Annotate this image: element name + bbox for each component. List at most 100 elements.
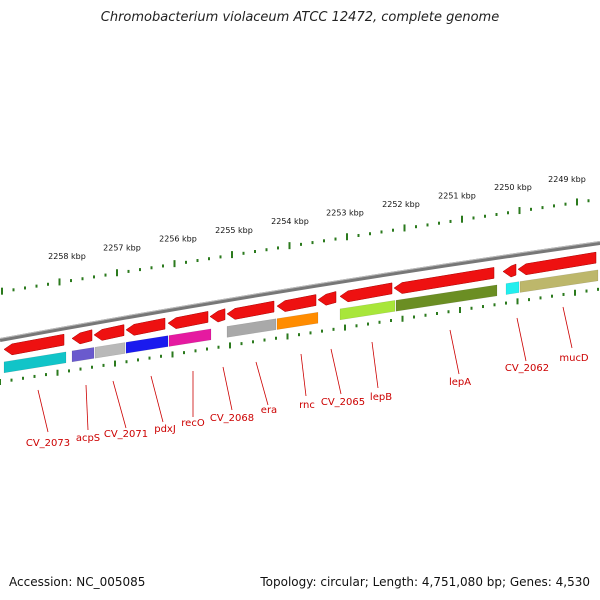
inner-tick [102, 363, 105, 367]
inner-tick [252, 340, 254, 344]
inner-tick [516, 298, 519, 305]
scale-label: 2254 kbp [271, 217, 309, 226]
scale-tick [70, 279, 72, 283]
inner-tick [171, 351, 174, 358]
label-leader [449, 329, 460, 375]
scale-label: 2258 kbp [48, 252, 86, 261]
cds-arrow [167, 311, 209, 329]
inner-tick [91, 365, 93, 369]
inner-tick [574, 289, 576, 296]
scale-tick [369, 232, 371, 236]
inner-tick [344, 324, 346, 331]
inner-tick [263, 338, 266, 342]
inner-tick [114, 360, 116, 367]
cds-arrow [517, 251, 597, 276]
inner-tick [194, 349, 197, 353]
label-leader [330, 348, 342, 395]
inner-tick [183, 351, 185, 355]
scale-tick [484, 214, 486, 218]
scale-tick [541, 206, 544, 210]
gene-labels: CV_2073 acpS CV_2071 pdxJ recO CV_2068 era rnc C… [26, 353, 589, 449]
cds-arrow [339, 282, 393, 303]
inner-tick [79, 367, 82, 371]
scale-tick [47, 282, 49, 286]
genome-stats-text: Topology: circular; Length: 4,751,080 bp… [260, 575, 590, 589]
scale-label: 2253 kbp [326, 209, 364, 218]
inner-tick [10, 378, 13, 382]
gene-label: acpS [76, 433, 100, 444]
scale-tick [495, 213, 498, 217]
inner-tick [413, 315, 415, 319]
scale-tick [277, 246, 279, 250]
inner-tick [539, 296, 542, 300]
label-leader [516, 317, 527, 362]
gene-label: pdxJ [154, 424, 176, 435]
inner-tick [125, 360, 128, 364]
gene-label: lepA [449, 377, 471, 388]
scale-tick [1, 287, 3, 295]
inner-ticks [0, 287, 599, 385]
gene-label: CV_2071 [104, 429, 148, 440]
inner-tick [436, 312, 438, 316]
gene-label: lepB [370, 392, 392, 403]
scale-tick [150, 266, 153, 270]
inner-tick [528, 298, 530, 302]
scale-tick [507, 211, 509, 215]
inner-tick [68, 369, 70, 373]
inner-tick [447, 310, 450, 314]
gene-label: CV_2065 [321, 397, 365, 408]
cog-feature [94, 342, 126, 359]
scale-tick [415, 225, 417, 229]
cds-arrow [3, 333, 65, 356]
label-leader [222, 366, 233, 411]
cds-arrow [393, 267, 495, 294]
inner-tick [206, 347, 208, 351]
scale-tick [438, 221, 440, 225]
scale-tick [461, 215, 463, 223]
inner-tick [390, 319, 392, 323]
inner-tick [597, 287, 599, 291]
inner-tick [148, 356, 151, 360]
gene-label: CV_2062 [505, 363, 549, 374]
cog-feature [276, 311, 319, 330]
scale-tick [231, 251, 233, 259]
page-title: Chromobacterium violaceum ATCC 12472, co… [100, 10, 500, 25]
inner-tick [33, 374, 36, 378]
inner-tick [56, 369, 59, 376]
scale-label: 2251 kbp [438, 191, 476, 200]
inner-tick [585, 289, 588, 293]
scale-tick [127, 269, 130, 273]
cds-arrow [502, 263, 517, 278]
inner-tick [493, 303, 496, 307]
cog-feature [71, 347, 95, 363]
scale-tick [403, 224, 406, 232]
inner-tick [298, 333, 300, 337]
inner-tick [309, 331, 312, 335]
scale-tick [380, 230, 383, 234]
scale-tick [311, 241, 314, 245]
cog-feature [125, 335, 169, 354]
inner-tick [321, 329, 323, 333]
accession-text: Accession: NC_005085 [9, 575, 146, 589]
scale-tick [254, 250, 256, 254]
scale-tick [334, 237, 337, 241]
inner-tick [22, 376, 24, 380]
label-leader [150, 375, 164, 423]
cds-arrow [209, 308, 226, 323]
cds-forward-strand [3, 251, 597, 356]
inner-tick [378, 320, 381, 324]
scale-tick [81, 277, 84, 281]
inner-tick [45, 373, 47, 377]
scale-tick [587, 199, 590, 203]
gene-label: era [261, 405, 277, 416]
inner-tick [562, 292, 565, 296]
scale-labels: 2258 kbp 2257 kbp 2256 kbp 2255 kbp 2254 kbp… [48, 175, 586, 261]
scale-tick [357, 233, 360, 237]
scale-tick [472, 216, 475, 220]
inner-tick [332, 327, 335, 331]
scale-tick [58, 278, 61, 286]
cds-arrow [317, 291, 337, 306]
inner-tick [424, 313, 427, 317]
scale-label: 2252 kbp [382, 200, 420, 209]
